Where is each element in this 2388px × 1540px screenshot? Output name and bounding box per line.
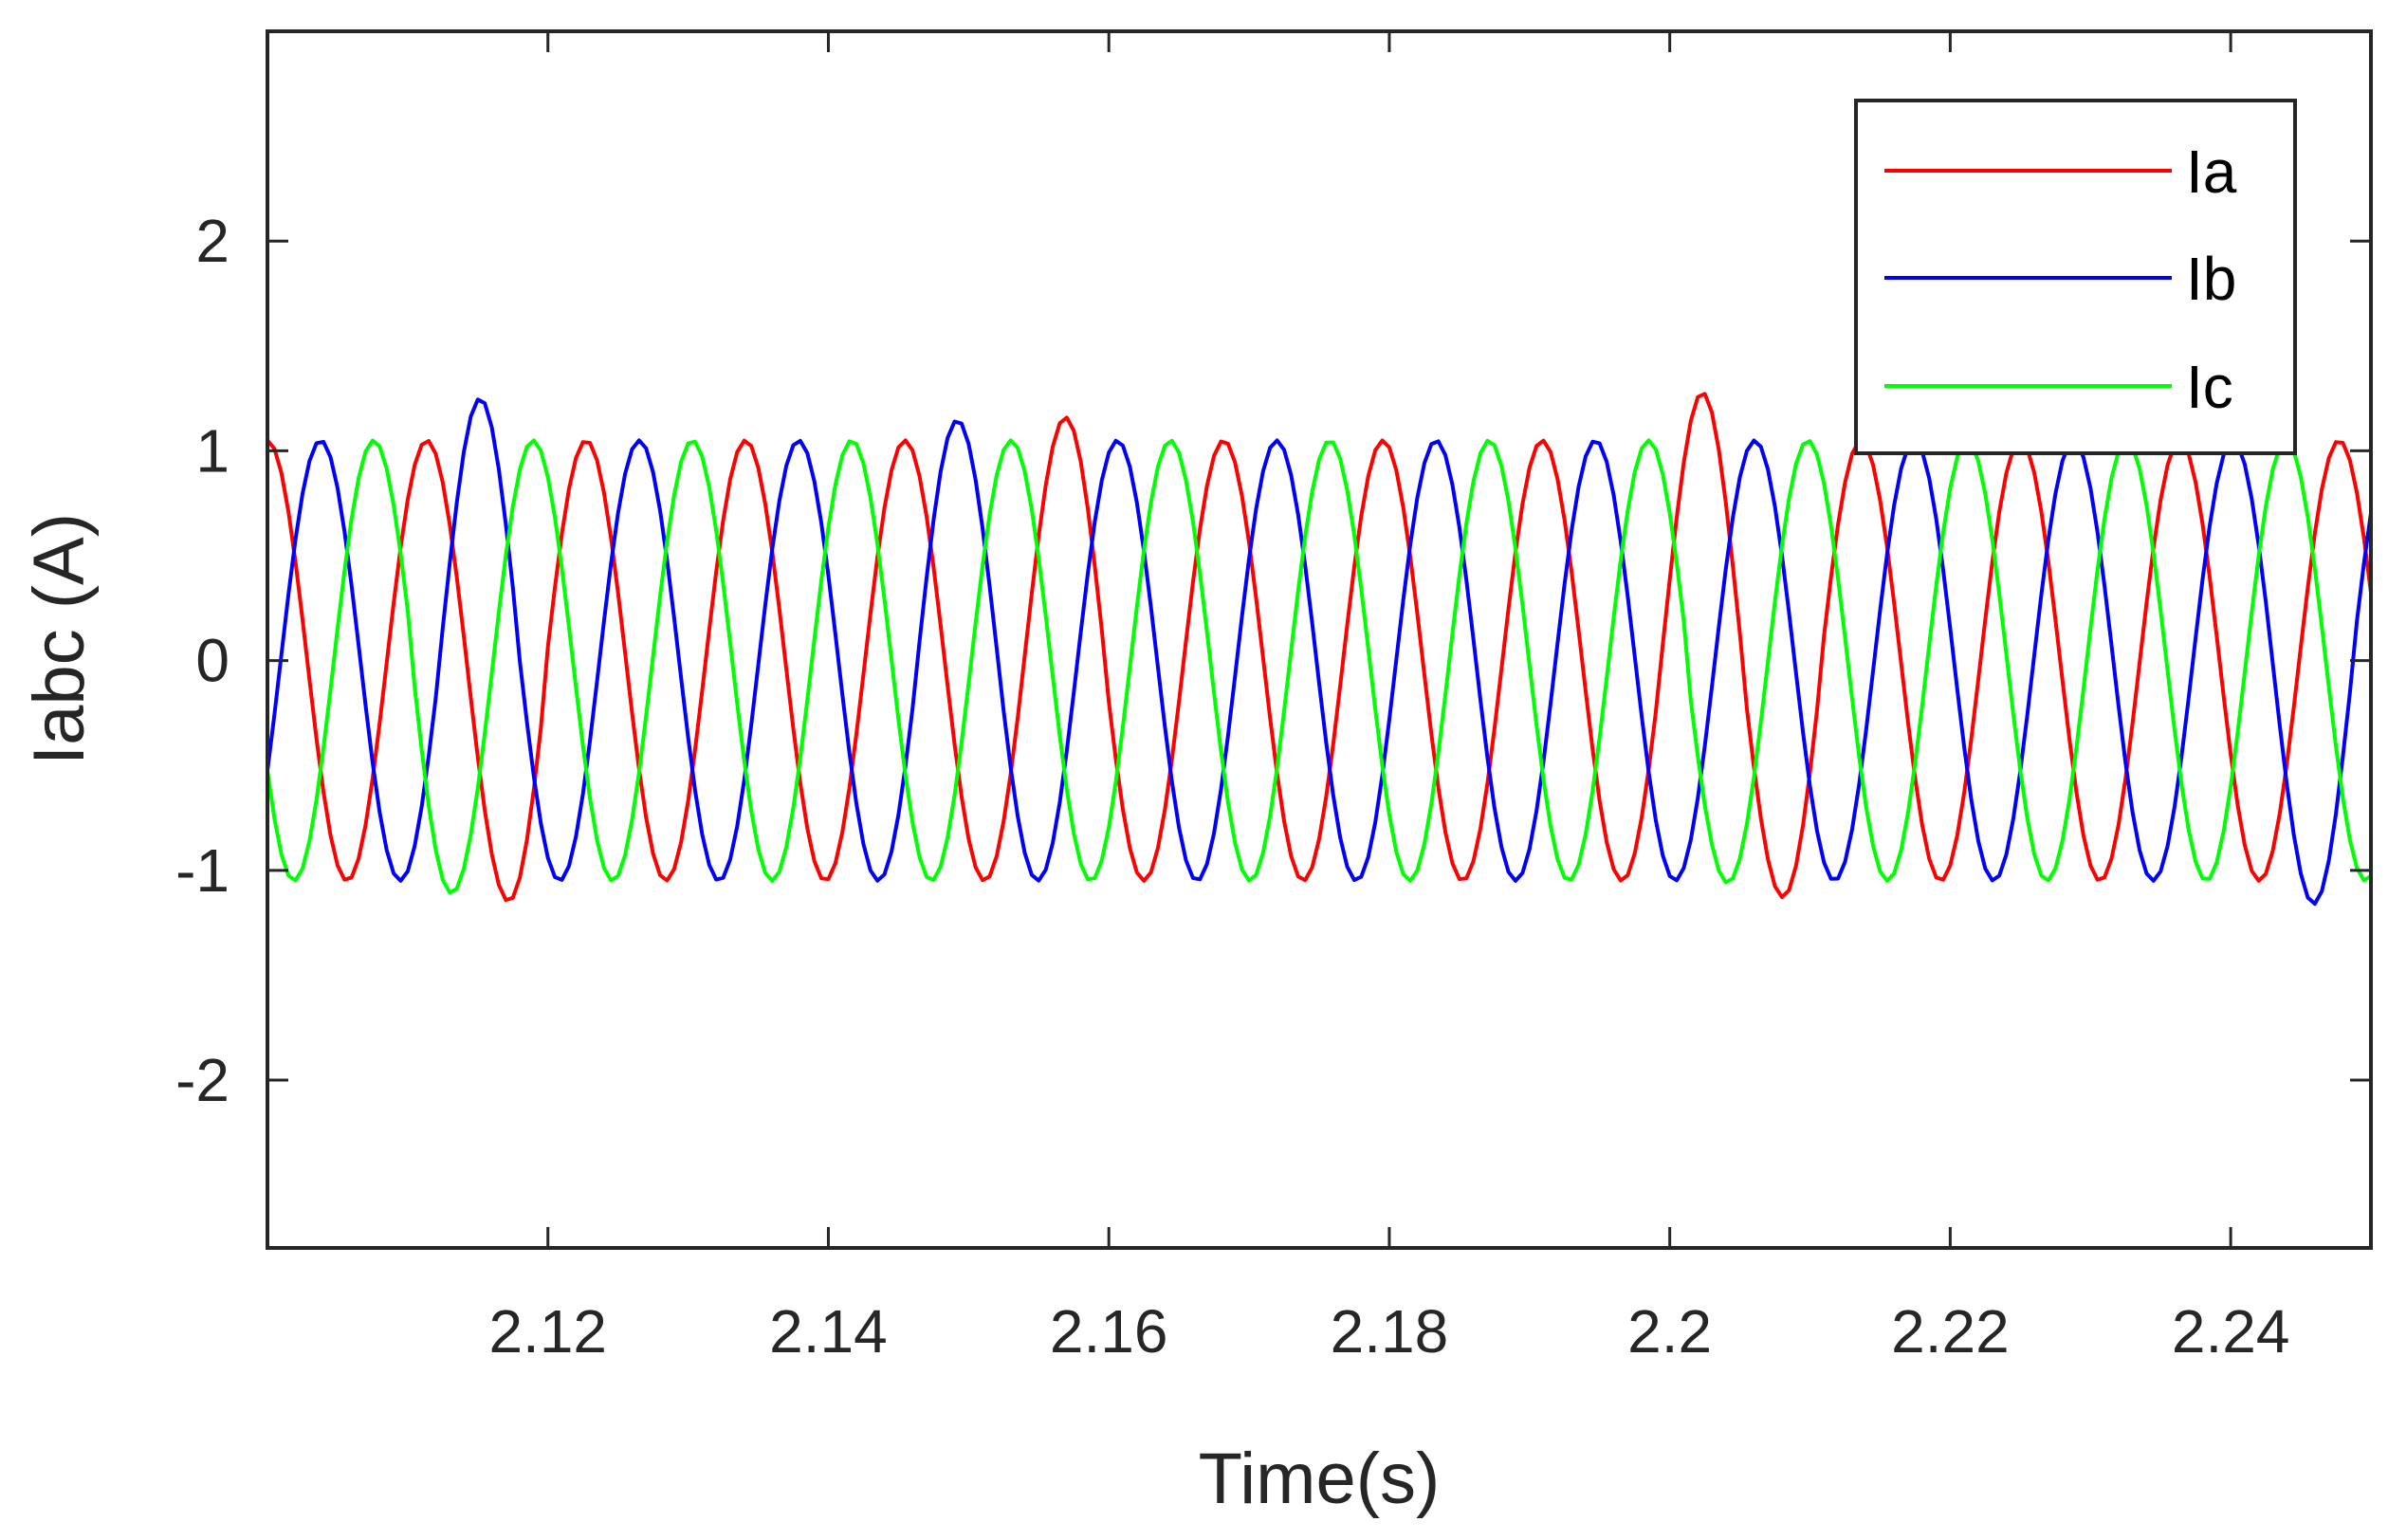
x-tick-label: 2.24 (2172, 1297, 2290, 1366)
y-tick-label: 2 (195, 207, 230, 275)
y-tick-label: 1 (195, 416, 230, 485)
legend-label-ic: Ic (2186, 353, 2233, 421)
x-tick-label: 2.2 (1627, 1297, 1712, 1366)
plot-frame (266, 29, 2373, 1250)
x-tick-label: 2.16 (1050, 1297, 1168, 1366)
x-tick-label: 2.22 (1891, 1297, 2010, 1366)
y-tick-label: 0 (195, 627, 230, 695)
x-tick-label: 2.12 (488, 1297, 607, 1366)
tick-labels-layer: 2.12 2.14 2.16 2.18 2.2 2.22 2.24 2 1 0 -1 -2 (175, 207, 2289, 1366)
y-tick-label: -1 (175, 836, 230, 905)
legend: Ia Ib Ic (1854, 99, 2297, 455)
x-tick-label: 2.14 (769, 1297, 888, 1366)
legend-label-ia: Ia (2186, 138, 2237, 206)
x-tick-label: 2.18 (1331, 1297, 1449, 1366)
y-tick-label: -2 (175, 1046, 230, 1114)
x-axis-title: Time(s) (1199, 1439, 1441, 1519)
legend-label-ib: Ib (2186, 245, 2236, 313)
y-axis-title: Iabc (A) (19, 513, 100, 765)
series-line-ic (266, 438, 2373, 895)
ticks-layer (267, 31, 2371, 1248)
